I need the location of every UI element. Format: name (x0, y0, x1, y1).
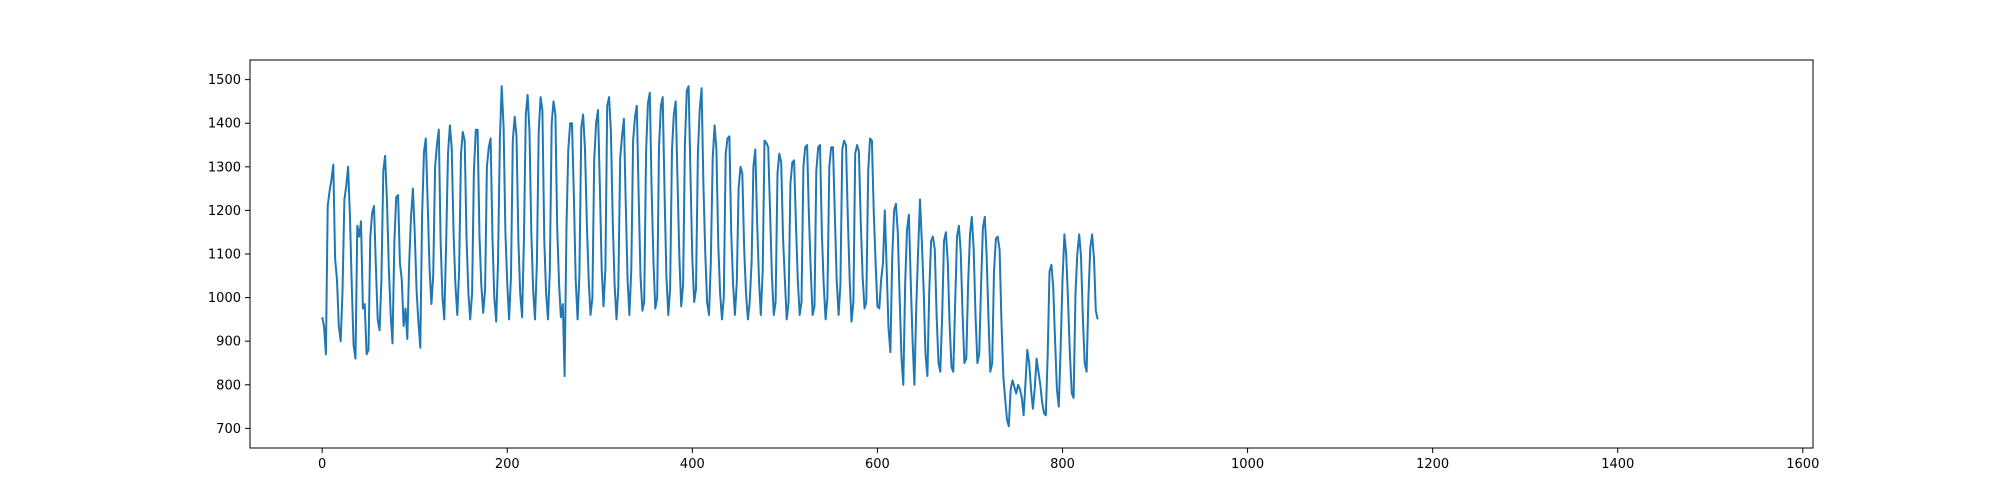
series-line-0 (321, 85, 1099, 428)
x-tick-label: 400 (680, 457, 705, 472)
x-tick-label: 1600 (1786, 457, 1819, 472)
y-tick-label: 700 (216, 422, 241, 437)
y-tick-label: 1100 (208, 248, 241, 263)
x-tick-label: 1000 (1231, 457, 1264, 472)
plot-area (321, 85, 1099, 428)
x-tick-label: 1200 (1416, 457, 1449, 472)
axes-frame (249, 59, 1814, 449)
y-tick-label: 900 (216, 335, 241, 350)
y-tick-label: 800 (216, 378, 241, 393)
x-tick-label: 0 (318, 457, 326, 472)
x-tick-label: 800 (1050, 457, 1075, 472)
y-tick-label: 1000 (208, 291, 241, 306)
y-tick-label: 1400 (208, 117, 241, 132)
y-tick-label: 1300 (208, 160, 241, 175)
x-axis: 0 200 400 600 800 1000 1200 1400 1600 (318, 448, 1819, 472)
y-tick-label: 1200 (208, 204, 241, 219)
y-axis: 700 800 900 1000 1100 1200 1300 1400 1500 (208, 73, 250, 437)
y-tick-label: 1500 (208, 73, 241, 88)
x-tick-label: 200 (495, 457, 520, 472)
x-tick-label: 600 (865, 457, 890, 472)
x-tick-label: 1400 (1601, 457, 1634, 472)
